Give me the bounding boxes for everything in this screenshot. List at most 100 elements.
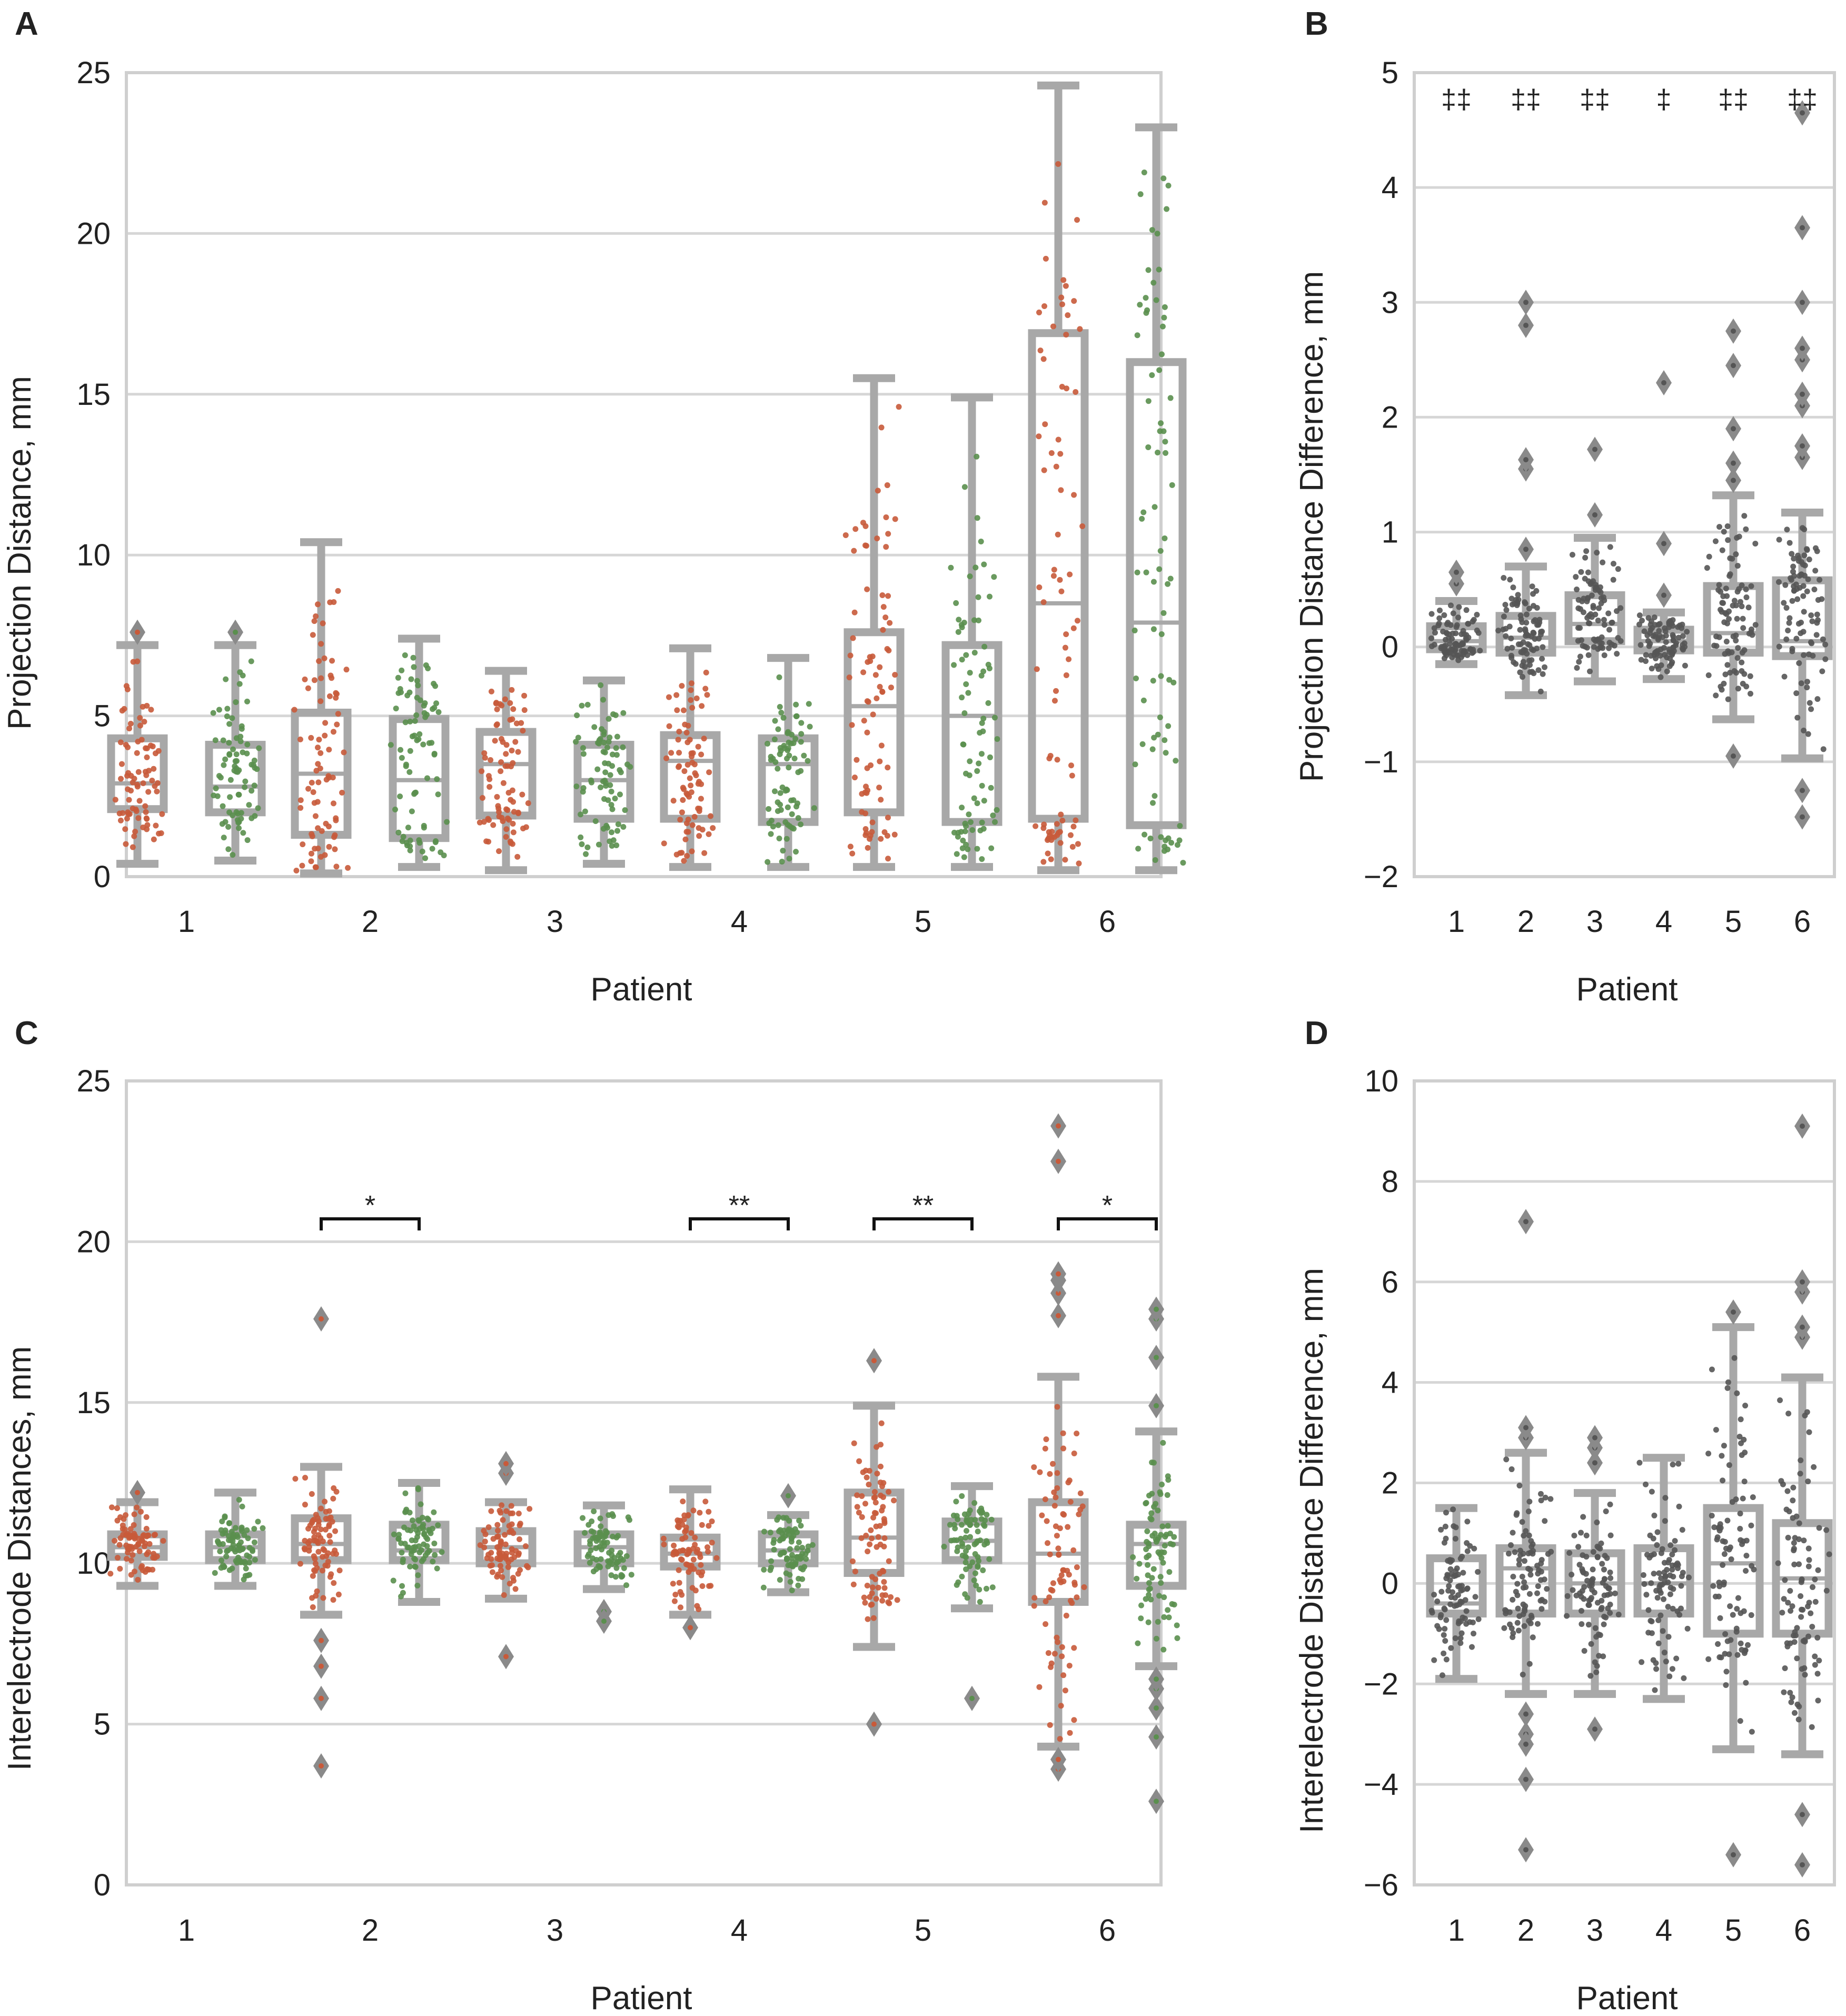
swarm-point xyxy=(782,788,789,794)
swarm-point xyxy=(501,1592,507,1598)
swarm-point xyxy=(1523,1528,1529,1534)
swarm-point xyxy=(1451,651,1457,658)
swarm-point xyxy=(618,1555,624,1562)
swarm-point xyxy=(850,635,856,641)
swarm-point xyxy=(1745,604,1752,611)
swarm-point xyxy=(969,1559,976,1565)
outlier-point xyxy=(1454,569,1459,575)
swarm-point xyxy=(777,790,783,796)
swarm-point xyxy=(420,1526,426,1532)
swarm-point xyxy=(251,757,257,763)
swarm-point xyxy=(148,707,154,713)
swarm-point xyxy=(1531,670,1537,677)
swarm-point xyxy=(1531,618,1537,624)
swarm-point xyxy=(600,697,607,703)
swarm-point xyxy=(1782,582,1789,588)
swarm-point xyxy=(1428,1607,1435,1614)
swarm-point xyxy=(1724,523,1731,529)
swarm-point xyxy=(1711,1524,1718,1531)
swarm-point xyxy=(1685,1574,1692,1581)
swarm-point xyxy=(1820,746,1827,752)
swarm-point xyxy=(1806,1429,1812,1435)
panel-b-box-difference-6 xyxy=(1772,100,1833,830)
swarm-point xyxy=(1506,623,1513,630)
swarm-point xyxy=(603,782,609,789)
swarm-point xyxy=(493,700,499,707)
swarm-point xyxy=(412,790,418,796)
swarm-point xyxy=(1806,1600,1812,1606)
swarm-point xyxy=(1504,645,1511,652)
swarm-point xyxy=(1455,614,1462,621)
swarm-point xyxy=(333,1488,340,1495)
swarm-point xyxy=(865,845,871,851)
swarm-point xyxy=(614,1560,620,1566)
swarm-point xyxy=(692,1542,698,1548)
swarm-point xyxy=(891,1497,897,1504)
swarm-point xyxy=(691,813,698,820)
swarm-point xyxy=(688,789,694,796)
swarm-point xyxy=(1814,611,1820,618)
swarm-point xyxy=(959,1552,966,1558)
swarm-point xyxy=(698,751,704,758)
swarm-point xyxy=(1147,835,1154,841)
swarm-point xyxy=(1739,582,1745,589)
swarm-point xyxy=(867,658,874,664)
swarm-point xyxy=(135,1541,142,1547)
outlier-point xyxy=(1800,788,1805,793)
swarm-point xyxy=(1607,1532,1614,1538)
swarm-point xyxy=(1057,1736,1063,1742)
swarm-point xyxy=(1815,1567,1821,1573)
swarm-point xyxy=(585,1551,592,1557)
swarm-point xyxy=(1807,700,1813,706)
swarm-point xyxy=(1472,1594,1478,1600)
swarm-point xyxy=(1067,1597,1074,1604)
swarm-point xyxy=(1589,1587,1595,1593)
swarm-point xyxy=(594,766,601,772)
swarm-point xyxy=(1798,571,1804,578)
swarm-point xyxy=(981,643,988,650)
swarm-point xyxy=(1538,1497,1544,1504)
swarm-point xyxy=(1434,1598,1441,1605)
swarm-point xyxy=(789,1535,795,1541)
swarm-point xyxy=(1741,1478,1748,1485)
swarm-point xyxy=(1534,604,1540,611)
swarm-point xyxy=(313,768,320,774)
swarm-point xyxy=(434,776,440,782)
swarm-point xyxy=(1049,829,1055,835)
swarm-point xyxy=(780,848,786,854)
swarm-point xyxy=(979,782,985,789)
swarm-point xyxy=(1723,638,1730,644)
swarm-point xyxy=(1471,617,1477,623)
swarm-point xyxy=(1796,1561,1802,1567)
swarm-point xyxy=(1523,611,1530,618)
swarm-point xyxy=(1798,680,1804,687)
swarm-point xyxy=(395,829,402,836)
panel-c-box-green-4 xyxy=(758,1483,819,1596)
swarm-point xyxy=(315,846,321,852)
swarm-point xyxy=(1601,622,1607,628)
outlier-point xyxy=(1661,592,1666,598)
swarm-point xyxy=(1781,1689,1787,1695)
swarm-point xyxy=(666,694,672,700)
swarm-point xyxy=(130,779,136,786)
swarm-point xyxy=(696,833,702,839)
swarm-point xyxy=(525,1564,531,1571)
swarm-point xyxy=(1601,652,1607,659)
swarm-point xyxy=(1541,664,1547,670)
swarm-point xyxy=(402,1490,409,1496)
swarm-point xyxy=(1675,1562,1681,1568)
swarm-point xyxy=(217,1548,223,1554)
swarm-point xyxy=(1069,772,1075,779)
swarm-point xyxy=(967,758,973,764)
panel-b-y-tick-label: 0 xyxy=(1382,630,1398,664)
swarm-point xyxy=(967,670,973,676)
swarm-point xyxy=(404,692,411,699)
swarm-point xyxy=(160,1538,166,1544)
swarm-point xyxy=(976,1586,982,1593)
swarm-point xyxy=(224,706,231,712)
swarm-point xyxy=(1174,1635,1180,1641)
swarm-point xyxy=(1452,1603,1458,1609)
swarm-point xyxy=(325,1550,331,1556)
swarm-point xyxy=(980,716,987,722)
swarm-point xyxy=(1502,601,1508,608)
